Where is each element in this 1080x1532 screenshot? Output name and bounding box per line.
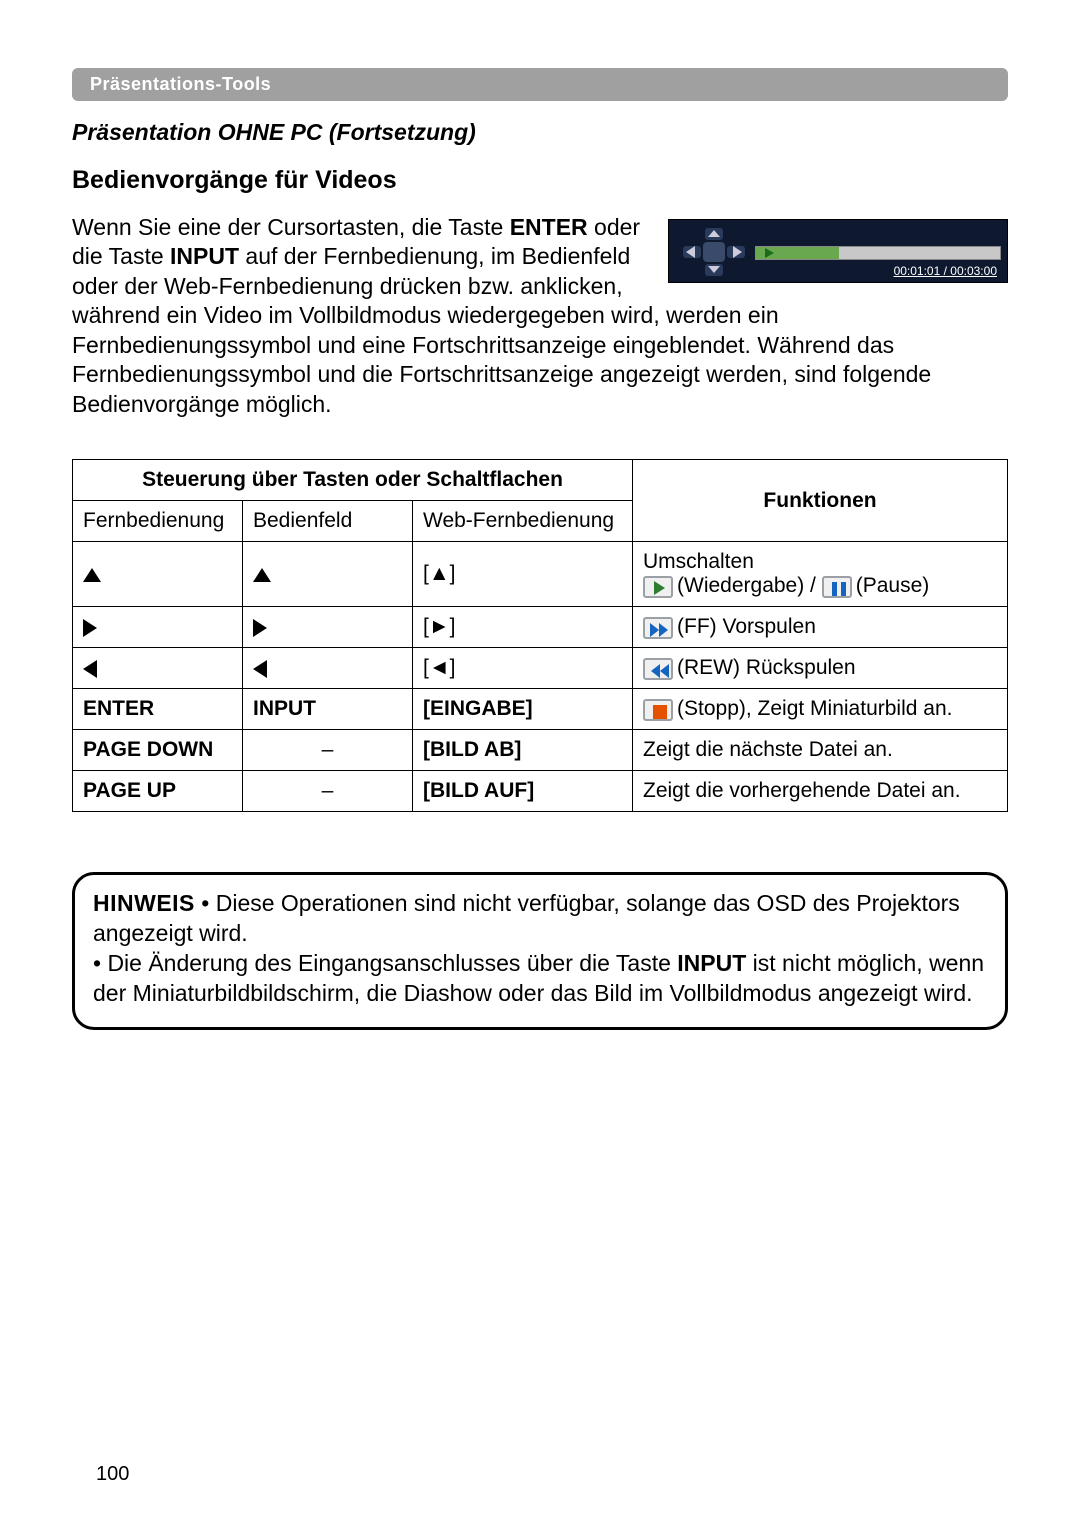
cell-web: [►] [413, 607, 633, 648]
cell-function: (REW) Rückspulen [633, 648, 1008, 689]
hinweis-label: HINWEIS [93, 890, 195, 916]
subheader-web: Web-Fernbedienung [413, 501, 633, 542]
cell-remote: PAGE DOWN [73, 730, 243, 771]
web-text: [BILD AUF] [423, 779, 534, 802]
hinweis-bullet-1: • Diese Operationen sind nicht verfügbar… [93, 890, 960, 946]
remote-text: PAGE UP [83, 779, 176, 802]
stop-icon [643, 699, 673, 721]
panel-text: INPUT [253, 697, 316, 720]
dpad-right-icon [727, 246, 745, 258]
dpad-left-icon [683, 246, 701, 258]
fn-text-pre: Umschalten [643, 550, 754, 573]
hinweis-bullet-2-pre: • Die Änderung des Eingangsanschlusses ü… [93, 950, 677, 976]
cell-function: (Stopp), Zeigt Miniaturbild an. [633, 689, 1008, 730]
fn-text: (Stopp), Zeigt Miniaturbild an. [677, 697, 952, 720]
arrow-up-icon [253, 568, 271, 582]
fn-text-play: (Wiedergabe) / [677, 574, 822, 597]
web-text: [EINGABE] [423, 697, 533, 720]
page-number: 100 [96, 1463, 129, 1486]
arrow-left-icon [83, 660, 97, 678]
subtitle: Präsentation OHNE PC (Fortsetzung) [72, 119, 1008, 146]
cell-function: Zeigt die nächste Datei an. [633, 730, 1008, 771]
dpad-down-icon [705, 264, 723, 276]
cell-remote [73, 648, 243, 689]
play-icon [765, 248, 774, 258]
page: Präsentations-Tools Präsentation OHNE PC… [0, 0, 1080, 1532]
dpad-center-icon [703, 242, 725, 262]
cell-web: [◄] [413, 648, 633, 689]
subheader-panel: Bedienfeld [243, 501, 413, 542]
enter-label: ENTER [510, 214, 588, 240]
cell-remote: ENTER [73, 689, 243, 730]
remote-text: PAGE DOWN [83, 738, 213, 761]
input-label: INPUT [170, 243, 239, 269]
hinweis-input-label: INPUT [677, 950, 746, 976]
subheader-remote: Fernbedienung [73, 501, 243, 542]
dpad-up-icon [705, 228, 723, 240]
cell-function: Zeigt die vorhergehende Datei an. [633, 771, 1008, 812]
body-text-1: Wenn Sie eine der Cursortasten, die Tast… [72, 214, 510, 240]
header-controls: Steuerung über Tasten oder Schaltflachen [73, 460, 633, 501]
cell-function: Umschalten (Wiedergabe) / (Pause) [633, 542, 1008, 607]
table-header-row-1: Steuerung über Tasten oder Schaltflachen… [73, 460, 1008, 501]
play-icon [643, 576, 673, 598]
cell-panel: – [243, 730, 413, 771]
cell-panel [243, 542, 413, 607]
arrow-right-icon [83, 619, 97, 637]
table-row: [▲] Umschalten (Wiedergabe) / (Pause) [73, 542, 1008, 607]
header-bar-text: Präsentations-Tools [90, 74, 271, 94]
section-title: Bedienvorgänge für Videos [72, 166, 1008, 195]
cell-panel [243, 648, 413, 689]
body-block: 00:01:01 / 00:03:00 Wenn Sie eine der Cu… [72, 213, 1008, 419]
arrow-up-icon [83, 568, 101, 582]
cell-panel: INPUT [243, 689, 413, 730]
arrow-left-icon [253, 660, 267, 678]
cell-panel: – [243, 771, 413, 812]
cell-web: [BILD AB] [413, 730, 633, 771]
pause-icon [822, 576, 852, 598]
arrow-right-icon [253, 619, 267, 637]
hinweis-box: HINWEIS • Diese Operationen sind nicht v… [72, 872, 1008, 1030]
table-row: PAGE UP – [BILD AUF] Zeigt die vorhergeh… [73, 771, 1008, 812]
fn-text: (REW) Rückspulen [677, 656, 856, 679]
cell-remote: PAGE UP [73, 771, 243, 812]
remote-text: ENTER [83, 697, 154, 720]
fast-forward-icon [643, 617, 673, 639]
rewind-icon [643, 658, 673, 680]
fn-text-pause: (Pause) [856, 574, 930, 597]
table-row: PAGE DOWN – [BILD AB] Zeigt die nächste … [73, 730, 1008, 771]
cell-web: [EINGABE] [413, 689, 633, 730]
progress-figure: 00:01:01 / 00:03:00 [668, 219, 1008, 283]
table-row: ENTER INPUT [EINGABE] (Stopp), Zeigt Min… [73, 689, 1008, 730]
progress-track [755, 246, 1001, 260]
cell-remote [73, 607, 243, 648]
table-row: [►] (FF) Vorspulen [73, 607, 1008, 648]
fn-text: (FF) Vorspulen [677, 615, 816, 638]
dpad-icon [677, 226, 747, 278]
cell-panel [243, 607, 413, 648]
cell-function: (FF) Vorspulen [633, 607, 1008, 648]
header-functions: Funktionen [633, 460, 1008, 542]
cell-web: [BILD AUF] [413, 771, 633, 812]
cell-remote [73, 542, 243, 607]
cell-web: [▲] [413, 542, 633, 607]
controls-table: Steuerung über Tasten oder Schaltflachen… [72, 459, 1008, 812]
header-bar: Präsentations-Tools [72, 68, 1008, 101]
table-row: [◄] (REW) Rückspulen [73, 648, 1008, 689]
web-text: [BILD AB] [423, 738, 521, 761]
progress-time: 00:01:01 / 00:03:00 [894, 264, 997, 278]
